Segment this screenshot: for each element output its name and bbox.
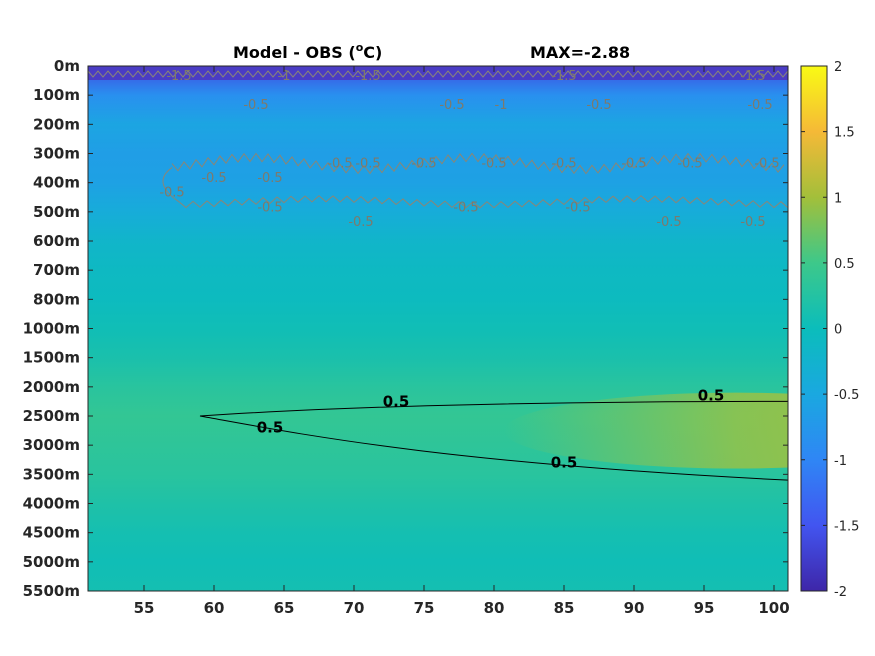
gray-contour-label: -1.5	[740, 69, 765, 84]
black-contour-labels: 0.5 0.5 0.5 0.5	[257, 387, 725, 472]
plot-area: -1.5 -1 -1.5-0.5 -0.5 -1-1.5-0.5-1.5-0.5-0.5…	[88, 66, 788, 591]
gray-contour-label: -0.5	[565, 200, 590, 215]
y-tick-label: 4000m	[23, 495, 80, 513]
contour-minus-1.5-surface	[88, 70, 788, 78]
gray-contour-label: -0.5	[243, 98, 268, 113]
y-tick-label: 100m	[33, 86, 80, 104]
gray-contour-labels: -1.5 -1 -1.5-0.5 -0.5 -1-1.5-0.5-1.5-0.5-0.5…	[159, 69, 779, 230]
y-tick-label: 5000m	[23, 553, 80, 571]
y-tick-label: 400m	[33, 174, 80, 192]
gray-contour-label: -0.5	[159, 186, 184, 201]
colorbar-tick-label: -1	[834, 454, 847, 469]
y-tick-label: 2000m	[23, 378, 80, 396]
x-tick-label: 85	[554, 599, 575, 617]
x-tick-label: 60	[204, 599, 225, 617]
gray-contour-label: -0.5	[740, 215, 765, 230]
gray-contour-label: -1.5	[355, 69, 380, 84]
gray-contour-label: -0.5	[453, 200, 478, 215]
gray-contour-label: -1.5	[551, 69, 576, 84]
contour-minus-0.5-lower	[178, 195, 788, 209]
x-tick-label: 75	[414, 599, 435, 617]
y-tick-label: 600m	[33, 232, 80, 250]
y-tick-label: 700m	[33, 261, 80, 279]
contour-label-0.5: 0.5	[383, 392, 410, 410]
y-tick-label: 1500m	[23, 349, 80, 367]
gray-contour-label: -0.5	[439, 98, 464, 113]
contour-label-0.5: 0.5	[551, 454, 578, 472]
max-label: MAX=-2.88	[530, 43, 630, 62]
y-tick-label: 800m	[33, 290, 80, 308]
colorbar-tick-label: 1.5	[834, 126, 855, 141]
x-tick-label: 65	[274, 599, 295, 617]
gray-contour-label: -1	[278, 69, 291, 84]
y-tick-label: 200m	[33, 115, 80, 133]
gray-contour-label: -0.5	[257, 171, 282, 186]
chart-title: Model - OBS (oC)	[233, 41, 382, 62]
y-tick-label: 4500m	[23, 524, 80, 542]
warm-core-region	[504, 392, 788, 469]
colorbar-tick-label: 0	[834, 323, 842, 338]
colorbar-axis: 2 1.5 1 0.5 0 -0.5 -1 -1.5 -2	[801, 60, 859, 600]
contour-label-0.5: 0.5	[698, 387, 725, 405]
x-axis: 55 60 65 70 75 80 85 90 95 100	[134, 66, 790, 617]
y-tick-label: 3000m	[23, 436, 80, 454]
gray-contour-label: -0.5	[201, 171, 226, 186]
temperature-field	[88, 66, 788, 591]
x-tick-label: 70	[344, 599, 365, 617]
gray-contour-label: -0.5	[355, 157, 380, 172]
y-tick-label: 2500m	[23, 407, 80, 425]
colorbar-tick-label: 2	[834, 60, 842, 75]
colorbar-tick-label: -1.5	[834, 519, 859, 534]
colorbar-tick-label: -2	[834, 585, 847, 600]
y-tick-label: 300m	[33, 145, 80, 163]
gray-contour-label: -0.5	[411, 157, 436, 172]
x-tick-label: 80	[484, 599, 505, 617]
y-axis: 0m 100m 200m 300m 400m 500m 600m 700m 800m 1000m 1…	[23, 57, 788, 600]
gray-contour-label: -1.5	[166, 69, 191, 84]
y-tick-label: 5500m	[23, 582, 80, 600]
y-tick-label: 3500m	[23, 465, 80, 483]
colorbar-tick-label: 0.5	[834, 257, 855, 272]
surface-cold-band	[88, 66, 788, 80]
gray-contour-label: -0.5	[621, 157, 646, 172]
colorbar-tick-label: 1	[834, 191, 842, 206]
gray-contour-label: -0.5	[586, 98, 611, 113]
colorbar-tick-label: -0.5	[834, 388, 859, 403]
x-tick-label: 55	[134, 599, 155, 617]
contour-label-0.5: 0.5	[257, 419, 284, 437]
y-tick-label: 500m	[33, 203, 80, 221]
x-tick-label: 95	[694, 599, 715, 617]
gray-contour-label: -0.5	[348, 215, 373, 230]
gray-contour-label: -0.5	[257, 200, 282, 215]
contour-minus-0.5-upper	[162, 152, 785, 203]
x-tick-label: 90	[624, 599, 645, 617]
gray-contour-label: -0.5	[481, 157, 506, 172]
gray-contour-label: -0.5	[754, 157, 779, 172]
x-tick-label: 100	[758, 599, 789, 617]
contour-0.5	[199, 400, 788, 481]
gray-contour-label: -0.5	[551, 157, 576, 172]
gray-contour-label: -0.5	[656, 215, 681, 230]
gray-contour-label: -1	[495, 98, 508, 113]
y-tick-label: 0m	[54, 57, 80, 75]
gray-contour-label: -0.5	[677, 157, 702, 172]
gray-contour-label: -0.5	[327, 157, 352, 172]
y-tick-label: 1000m	[23, 320, 80, 338]
gray-contour-label: -0.5	[747, 98, 772, 113]
